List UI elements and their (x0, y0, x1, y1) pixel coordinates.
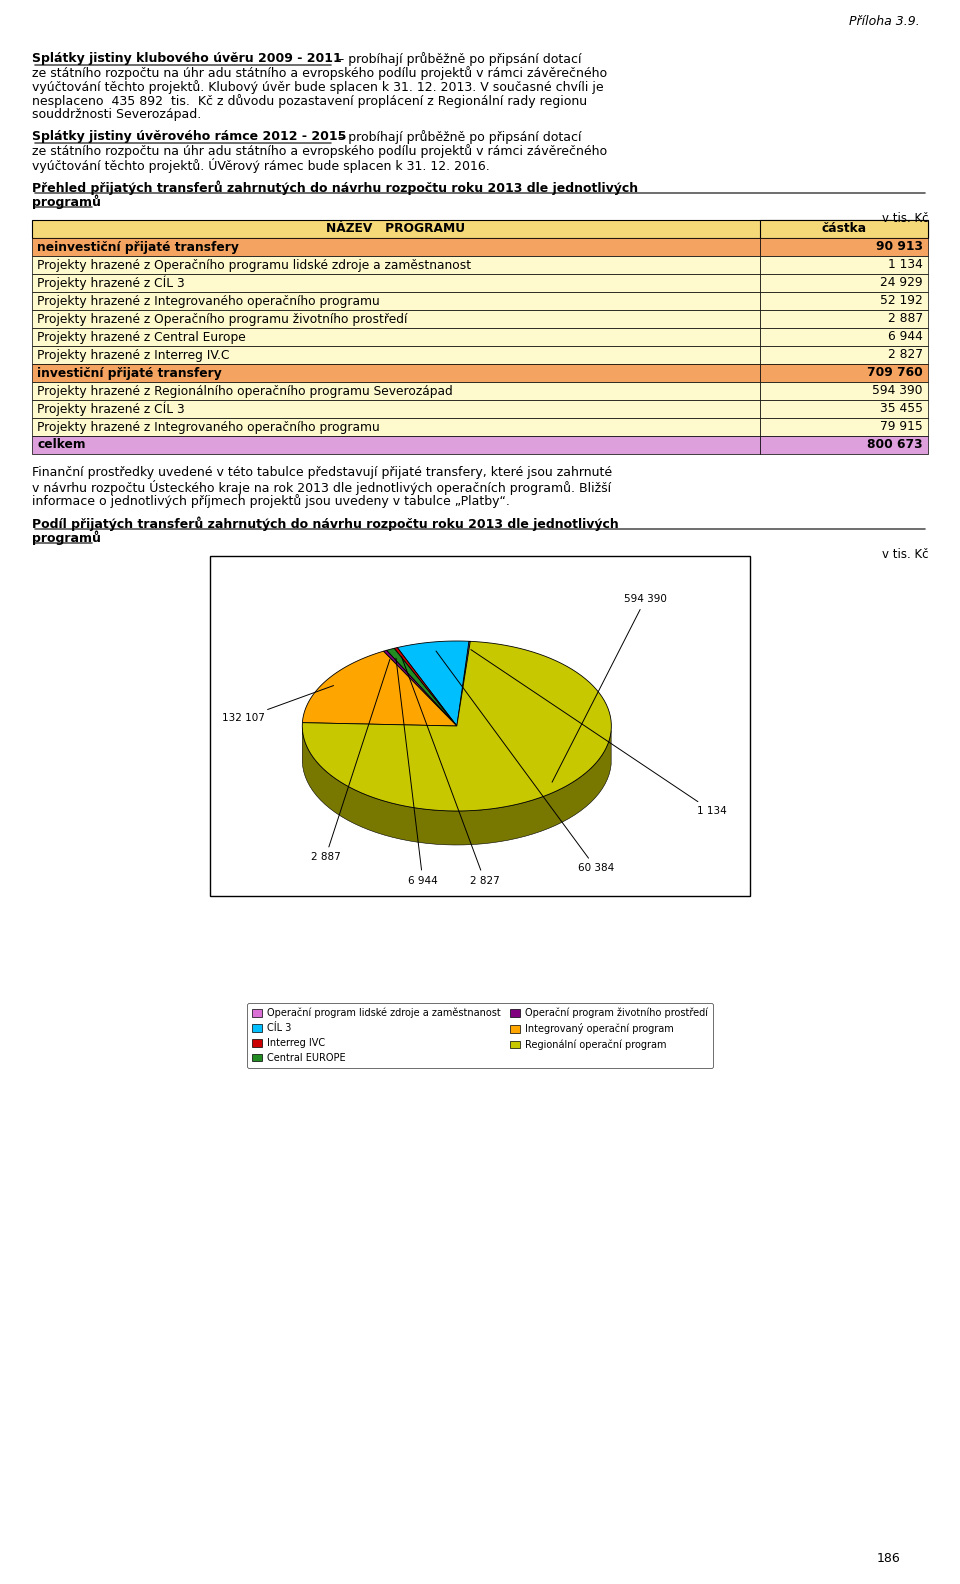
Text: Příloha 3.9.: Příloha 3.9. (850, 14, 920, 29)
Text: 1 134: 1 134 (471, 649, 727, 816)
Polygon shape (302, 727, 612, 844)
Text: Splátky jistiny klubového úvěru 2009 - 2011: Splátky jistiny klubového úvěru 2009 - 2… (32, 52, 342, 65)
Bar (760, 401, 928, 418)
Bar (32, 364, 760, 382)
Bar (32, 382, 760, 401)
Bar (209, 556, 751, 897)
Polygon shape (387, 648, 457, 725)
Text: vyúčtování těchto projektů. Klubový úvěr bude splacen k 31. 12. 2013. V současné: vyúčtování těchto projektů. Klubový úvěr… (32, 81, 604, 93)
Text: 90 913: 90 913 (876, 241, 923, 253)
Bar (760, 238, 928, 257)
Legend: Operační program lidské zdroje a zaměstnanost, CÍL 3, Interreg IVC, Central EURO: Operační program lidské zdroje a zaměstn… (248, 1003, 712, 1068)
Text: 709 760: 709 760 (867, 366, 923, 380)
Text: 2 887: 2 887 (311, 659, 390, 862)
Text: v tis. Kč: v tis. Kč (881, 548, 928, 561)
Polygon shape (302, 651, 457, 725)
Bar (32, 220, 928, 238)
Text: Projekty hrazené z Integrovaného operačního programu: Projekty hrazené z Integrovaného operačn… (37, 420, 380, 434)
Text: Přehled přijatých transferů zahrnutých do návrhu rozpočtu roku 2013 dle jednotli: Přehled přijatých transferů zahrnutých d… (32, 181, 638, 195)
Text: ze státního rozpočtu na úhr adu státního a evropského podílu projektů v rámci zá: ze státního rozpočtu na úhr adu státního… (32, 67, 607, 79)
Bar (32, 328, 760, 345)
Text: Splátky jistiny úvěrového rámce 2012 - 2015: Splátky jistiny úvěrového rámce 2012 - 2… (32, 130, 347, 143)
Bar (32, 310, 760, 328)
Text: – probíhají průběžně po připsání dotací: – probíhají průběžně po připsání dotací (334, 52, 582, 67)
Polygon shape (397, 642, 468, 725)
Bar (32, 401, 760, 418)
Text: programů: programů (32, 531, 101, 545)
Bar (760, 436, 928, 455)
Text: 132 107: 132 107 (222, 686, 333, 724)
Text: v návrhu rozpočtu Ústeckého kraje na rok 2013 dle jednotlivých operačních progra: v návrhu rozpočtu Ústeckého kraje na rok… (32, 480, 612, 494)
Bar (760, 328, 928, 345)
Bar (32, 291, 760, 310)
Bar (760, 364, 928, 382)
Text: Projekty hrazené z Operačního programu životního prostředí: Projekty hrazené z Operačního programu ž… (37, 312, 407, 325)
Text: Podíl přijatých transferů zahrnutých do návrhu rozpočtu roku 2013 dle jednotlivý: Podíl přijatých transferů zahrnutých do … (32, 516, 619, 531)
Bar (32, 257, 760, 274)
Bar (760, 382, 928, 401)
Text: Projekty hrazené z Operačního programu lidské zdroje a zaměstnanost: Projekty hrazené z Operačního programu l… (37, 258, 471, 271)
Text: investiční přijaté transfery: investiční přijaté transfery (37, 366, 222, 380)
Text: 35 455: 35 455 (880, 402, 923, 415)
Bar (32, 274, 760, 291)
Bar (32, 238, 760, 257)
Bar (760, 291, 928, 310)
Text: informace o jednotlivých příjmech projektů jsou uvedeny v tabulce „Platby“.: informace o jednotlivých příjmech projek… (32, 494, 510, 508)
Bar (760, 345, 928, 364)
Text: Projekty hrazené z Interreg IV.C: Projekty hrazené z Interreg IV.C (37, 348, 229, 361)
Polygon shape (395, 648, 457, 725)
Text: – probíhají průběžně po připsání dotací: – probíhají průběžně po připsání dotací (334, 130, 582, 144)
Bar (760, 220, 928, 238)
Bar (760, 418, 928, 436)
Text: programů: programů (32, 193, 101, 209)
Text: Projekty hrazené z CÍL 3: Projekty hrazené z CÍL 3 (37, 402, 184, 417)
Text: 24 929: 24 929 (880, 277, 923, 290)
Text: 2 827: 2 827 (401, 657, 499, 885)
Text: Projekty hrazené z Integrovaného operačního programu: Projekty hrazené z Integrovaného operačn… (37, 295, 380, 307)
Text: 1 134: 1 134 (888, 258, 923, 271)
Text: ze státního rozpočtu na úhr adu státního a evropského podílu projektů v rámci zá: ze státního rozpočtu na úhr adu státního… (32, 144, 607, 158)
Text: 594 390: 594 390 (873, 385, 923, 398)
Text: neinvestiční přijaté transfery: neinvestiční přijaté transfery (37, 241, 239, 253)
Text: Projekty hrazené z Regionálního operačního programu Severozápad: Projekty hrazené z Regionálního operační… (37, 385, 453, 398)
Text: 6 944: 6 944 (396, 659, 438, 885)
Text: Projekty hrazené z Central Europe: Projekty hrazené z Central Europe (37, 331, 246, 344)
Text: 52 192: 52 192 (880, 295, 923, 307)
Bar (32, 345, 760, 364)
Bar (760, 274, 928, 291)
Polygon shape (383, 651, 457, 725)
Polygon shape (302, 642, 612, 811)
Polygon shape (457, 642, 470, 725)
Bar (760, 310, 928, 328)
Bar (32, 418, 760, 436)
Text: 79 915: 79 915 (880, 420, 923, 434)
Text: nesplaceno  435 892  tis.  Kč z důvodu pozastavení proplácení z Regionální rady : nesplaceno 435 892 tis. Kč z důvodu poza… (32, 93, 588, 108)
Bar (32, 436, 760, 455)
Text: 800 673: 800 673 (868, 439, 923, 451)
Text: 2 887: 2 887 (888, 312, 923, 325)
Text: celkem: celkem (37, 439, 85, 451)
Text: částka: částka (822, 222, 867, 236)
Text: 594 390: 594 390 (552, 594, 667, 782)
Bar (760, 257, 928, 274)
Text: souddržnosti Severozápad.: souddržnosti Severozápad. (32, 108, 202, 120)
Text: Projekty hrazené z CÍL 3: Projekty hrazené z CÍL 3 (37, 276, 184, 290)
Text: vyúčtování těchto projektů. ÚVěrový rámec bude splacen k 31. 12. 2016.: vyúčtování těchto projektů. ÚVěrový ráme… (32, 158, 490, 173)
Text: Finanční prostředky uvedené v této tabulce představují přijaté transfery, které : Finanční prostředky uvedené v této tabul… (32, 466, 612, 478)
Text: 2 827: 2 827 (888, 348, 923, 361)
Text: 6 944: 6 944 (888, 331, 923, 344)
Text: v tis. Kč: v tis. Kč (881, 212, 928, 225)
Text: 186: 186 (876, 1552, 900, 1565)
Text: NÁZEV   PROGRAMU: NÁZEV PROGRAMU (326, 222, 466, 236)
Text: 60 384: 60 384 (436, 651, 614, 873)
